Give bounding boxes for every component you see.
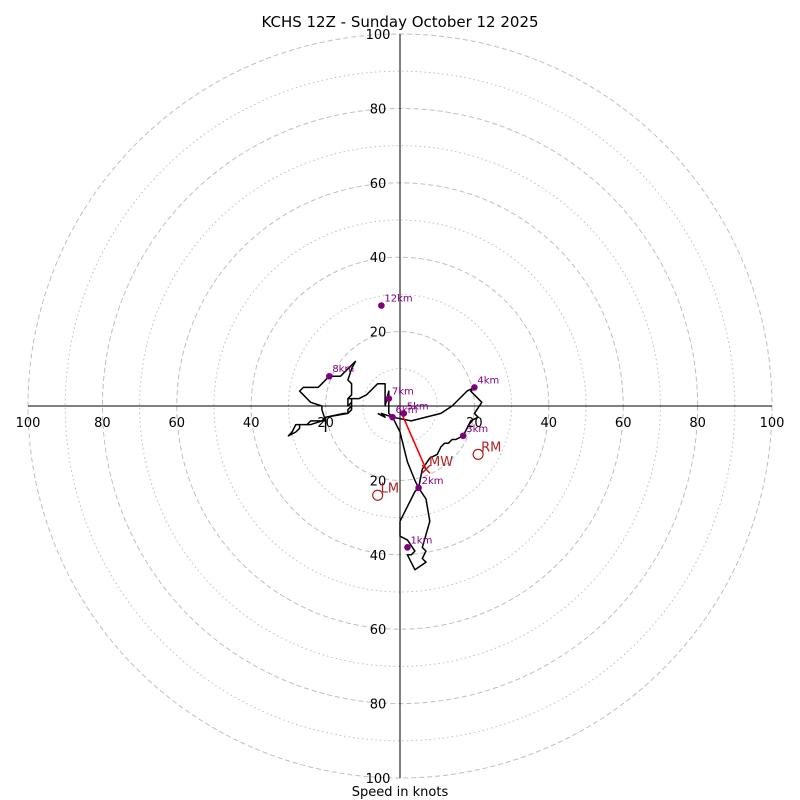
height-marker [326,372,333,380]
hodograph-trace [287,360,483,571]
x-tick-label: 60 [169,416,186,431]
chart-title: KCHS 12Z - Sunday October 12 2025 [261,13,538,31]
y-tick-label: 80 [370,698,387,713]
height-label: 5km [407,401,429,412]
x-tick-label: 60 [615,416,632,431]
storm-motion-group: RM LM MW [372,409,501,501]
y-tick-label: 20 [370,474,387,489]
y-tick-label: 40 [370,251,387,266]
x-tick-label: 40 [541,416,558,431]
height-label: 7km [392,387,414,398]
lm-marker [372,489,384,501]
height-label: 2km [422,476,444,487]
mw-label: MW [429,455,453,470]
height-marker [404,544,411,551]
height-marker [471,384,478,391]
hodograph-trace-group [287,360,483,571]
height-marker [385,395,393,402]
y-tick-label: 60 [370,177,387,192]
x-tick-label: 100 [760,416,785,431]
y-tick-label: 40 [370,549,387,564]
height-label: 4km [477,375,499,386]
height-label: 3km [466,424,488,435]
y-tick-label: 20 [370,326,387,341]
rm-marker [472,448,484,460]
x-tick-label: 80 [689,416,706,431]
height-label: 8km [332,364,354,375]
axes [28,34,772,778]
y-tick-label: 80 [370,102,387,117]
height-marker [459,432,467,440]
height-marker [378,302,385,309]
y-tick-labels: 100 80 60 40 20 20 40 60 80 100 [366,28,391,787]
x-tick-label: 80 [94,416,111,431]
x-tick-labels: 100 80 60 40 20 20 40 60 80 100 [16,416,785,431]
x-tick-label: 40 [243,416,260,431]
mean-wind-vector [399,409,427,470]
mw-marker [421,464,431,474]
x-tick-label: 20 [466,416,483,431]
rm-label: RM [481,440,501,455]
x-axis-label: Speed in knots [352,785,449,800]
x-tick-label: 100 [16,416,41,431]
height-marker [389,413,396,421]
height-label: 12km [384,294,412,305]
y-tick-label: 100 [366,772,391,787]
height-marker [400,410,408,417]
height-marker [415,484,422,492]
y-tick-label: 60 [370,623,387,638]
height-label: 6km [396,405,418,416]
height-label: 1km [410,535,432,546]
y-tick-label: 100 [366,28,391,43]
lm-label: LM [381,481,399,496]
